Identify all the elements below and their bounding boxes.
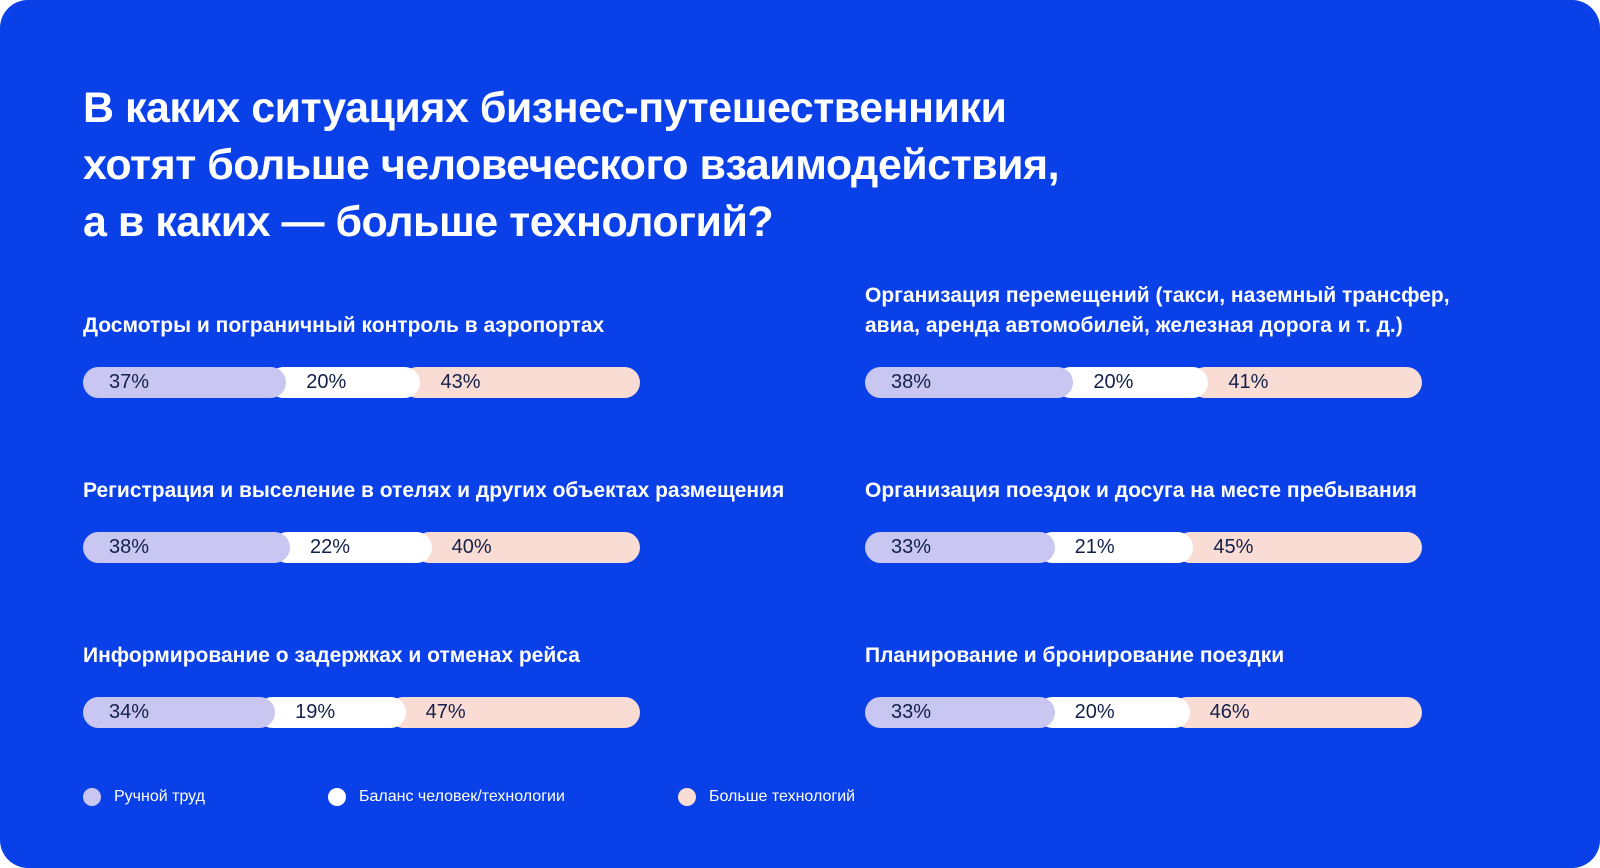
bar-label: Регистрация и выселение в отелях и други… bbox=[83, 479, 785, 502]
chart-cell-local-trips: Организация поездок и досуга на месте пр… bbox=[865, 476, 1422, 563]
bar-value: 38% bbox=[891, 371, 932, 393]
bar-value: 43% bbox=[440, 371, 481, 393]
bar-value: 40% bbox=[451, 536, 492, 558]
legend: Ручной труд Баланс человек/технологии Бо… bbox=[83, 788, 1600, 806]
bar-value: 45% bbox=[1213, 536, 1254, 558]
chart-cell-transfers: Организация перемещений (такси, наземный… bbox=[865, 281, 1450, 398]
bar-value: 37% bbox=[109, 371, 150, 393]
bar-value: 20% bbox=[1074, 701, 1115, 723]
bar-label: Информирование о задержках и отменах рей… bbox=[83, 644, 580, 667]
bar-value: 20% bbox=[1093, 371, 1134, 393]
bar-label: Планирование и бронирование поездки bbox=[865, 644, 1285, 667]
bar-value: 38% bbox=[109, 536, 150, 558]
bar-value: 20% bbox=[306, 371, 347, 393]
bar-label: Досмотры и пограничный контроль в аэропо… bbox=[83, 314, 605, 337]
bar-value: 33% bbox=[891, 536, 932, 558]
legend-label: Ручной труд bbox=[114, 788, 205, 805]
bar-value: 47% bbox=[425, 701, 466, 723]
bar-segment-balance: 20% bbox=[1055, 367, 1209, 398]
legend-dot-manual bbox=[83, 788, 101, 806]
bar-label: Организация перемещений (такси, наземный… bbox=[865, 284, 1450, 337]
stacked-bar: 34% 19% 47% bbox=[83, 697, 640, 728]
bar-segment-manual: 38% bbox=[865, 367, 1074, 398]
content: В каких ситуациях бизнес-путешественники… bbox=[83, 84, 1600, 806]
stacked-bar: 33% 20% 46% bbox=[865, 697, 1423, 728]
bar-value: 33% bbox=[891, 701, 932, 723]
chart-cell-hotel-checkin: Регистрация и выселение в отелях и други… bbox=[83, 476, 784, 563]
bar-segment-tech: 46% bbox=[1171, 697, 1423, 728]
stacked-bar: 38% 20% 41% bbox=[865, 367, 1423, 398]
legend-dot-tech bbox=[678, 788, 696, 806]
bar-segment-tech: 40% bbox=[413, 532, 640, 563]
chart-cell-airport-control: Досмотры и пограничный контроль в аэропо… bbox=[83, 311, 640, 398]
bar-value: 46% bbox=[1209, 701, 1250, 723]
stacked-bar: 38% 22% 40% bbox=[83, 532, 640, 563]
bar-segment-tech: 47% bbox=[387, 697, 640, 728]
legend-dot-balance bbox=[328, 788, 346, 806]
legend-label: Больше технологий bbox=[709, 788, 856, 805]
bar-segment-balance: 21% bbox=[1036, 532, 1194, 563]
bar-segment-tech: 41% bbox=[1190, 367, 1423, 398]
stacked-bar: 37% 20% 43% bbox=[83, 367, 640, 398]
bar-label: Организация поездок и досуга на месте пр… bbox=[865, 479, 1417, 502]
page-title: В каких ситуациях бизнес-путешественники… bbox=[83, 84, 1060, 246]
bar-segment-manual: 33% bbox=[865, 697, 1055, 728]
bar-value: 41% bbox=[1228, 371, 1269, 393]
bar-segment-manual: 38% bbox=[83, 532, 290, 563]
bar-segment-balance: 22% bbox=[271, 532, 432, 563]
bar-value: 19% bbox=[295, 701, 336, 723]
chart-cell-flight-delays: Информирование о задержках и отменах рей… bbox=[83, 641, 640, 728]
bar-value: 21% bbox=[1074, 536, 1115, 558]
stacked-bar: 33% 21% 45% bbox=[865, 532, 1422, 563]
legend-item-tech: Больше технологий bbox=[678, 788, 855, 806]
bar-segment-tech: 45% bbox=[1175, 532, 1422, 563]
bar-value: 22% bbox=[309, 536, 350, 558]
bar-segment-balance: 19% bbox=[257, 697, 406, 728]
charts-grid: Досмотры и пограничный контроль в аэропо… bbox=[83, 281, 1600, 728]
bar-segment-manual: 34% bbox=[83, 697, 276, 728]
bar-segment-tech: 43% bbox=[402, 367, 640, 398]
chart-cell-trip-planning: Планирование и бронирование поездки 33% … bbox=[865, 641, 1423, 728]
bar-segment-balance: 20% bbox=[268, 367, 421, 398]
legend-label: Баланс человек/технологии bbox=[359, 788, 565, 805]
legend-item-balance: Баланс человек/технологии bbox=[328, 788, 678, 806]
bar-segment-manual: 37% bbox=[83, 367, 287, 398]
bar-value: 34% bbox=[109, 701, 150, 723]
bar-segment-balance: 20% bbox=[1036, 697, 1190, 728]
legend-item-manual: Ручной труд bbox=[83, 788, 328, 806]
bar-segment-manual: 33% bbox=[865, 532, 1055, 563]
